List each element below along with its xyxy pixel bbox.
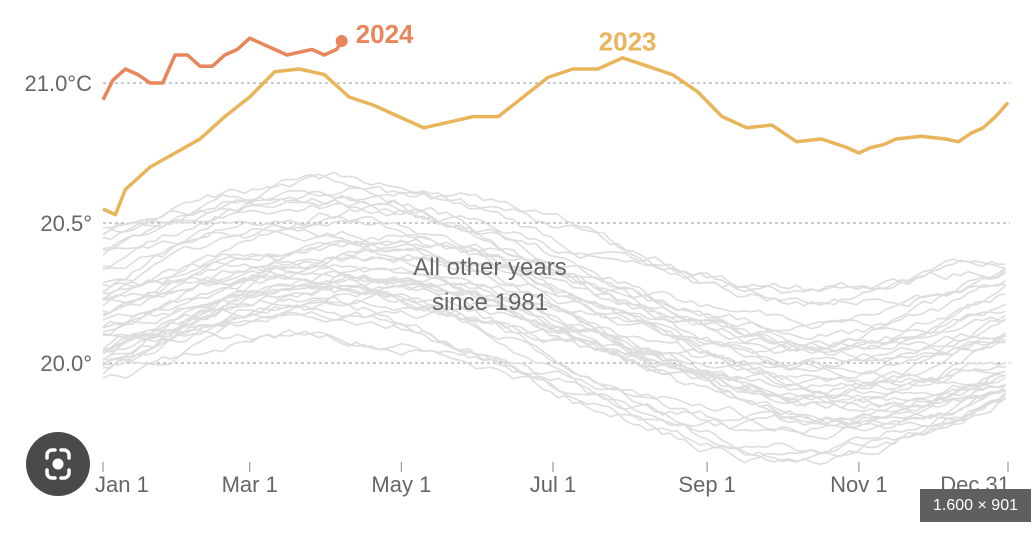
other-year-line bbox=[102, 239, 1006, 353]
other-year-line bbox=[102, 198, 1007, 330]
series-end-dot-2024 bbox=[335, 35, 348, 47]
x-tick-label: Mar 1 bbox=[222, 472, 278, 497]
y-axis: 21.0°C 20.5° 20.0° bbox=[24, 71, 92, 376]
x-axis: Jan 1 Mar 1 May 1 Jul 1 Sep 1 Nov 1 Dec 31 bbox=[95, 462, 1010, 497]
other-year-line bbox=[102, 274, 1006, 387]
other-year-line bbox=[102, 227, 1006, 340]
other-year-line bbox=[102, 202, 1006, 307]
other-year-line bbox=[102, 239, 1006, 395]
y-tick-label: 20.5° bbox=[40, 211, 92, 236]
other-year-line bbox=[102, 189, 1006, 337]
other-year-line bbox=[102, 291, 1007, 463]
other-year-line bbox=[102, 328, 1006, 435]
other-years-lines bbox=[102, 171, 1007, 466]
other-year-line bbox=[102, 215, 1007, 354]
other-year-line bbox=[102, 274, 1006, 400]
y-tick-label: 20.0° bbox=[40, 351, 92, 376]
series-label-2024: 2024 bbox=[356, 19, 414, 49]
x-tick-label: Nov 1 bbox=[830, 472, 887, 497]
x-tick-label: Jul 1 bbox=[530, 472, 576, 497]
annotation: All other years since 1981 bbox=[413, 254, 566, 316]
annotation-line-2: since 1981 bbox=[432, 289, 548, 316]
other-year-line bbox=[102, 256, 1006, 388]
other-year-line bbox=[102, 219, 1006, 375]
google-lens-icon bbox=[45, 448, 71, 480]
other-year-line bbox=[102, 311, 1006, 464]
resolution-badge: 1.600 × 901 bbox=[920, 489, 1031, 522]
other-year-line bbox=[102, 275, 1006, 410]
other-year-line bbox=[102, 284, 1006, 391]
other-year-line bbox=[102, 331, 1006, 430]
x-tick-label: May 1 bbox=[371, 472, 431, 497]
highlighted-series: 2024 2023 bbox=[101, 19, 1010, 217]
series-line-2023 bbox=[102, 56, 1010, 217]
series-label-2023: 2023 bbox=[599, 27, 657, 57]
other-year-line bbox=[102, 171, 1006, 294]
other-year-line bbox=[102, 254, 1006, 372]
y-tick-label: 21.0°C bbox=[24, 71, 92, 96]
annotation-line-1: All other years bbox=[413, 254, 566, 281]
other-year-line bbox=[102, 310, 1006, 413]
other-year-line bbox=[102, 173, 1006, 293]
x-tick-label: Sep 1 bbox=[678, 472, 736, 497]
x-tick-label: Jan 1 bbox=[95, 472, 149, 497]
other-year-line bbox=[102, 242, 1006, 359]
other-year-line bbox=[102, 270, 1006, 440]
lens-button[interactable] bbox=[26, 432, 90, 496]
series-line-2024 bbox=[101, 36, 344, 101]
other-year-line bbox=[102, 304, 1006, 454]
